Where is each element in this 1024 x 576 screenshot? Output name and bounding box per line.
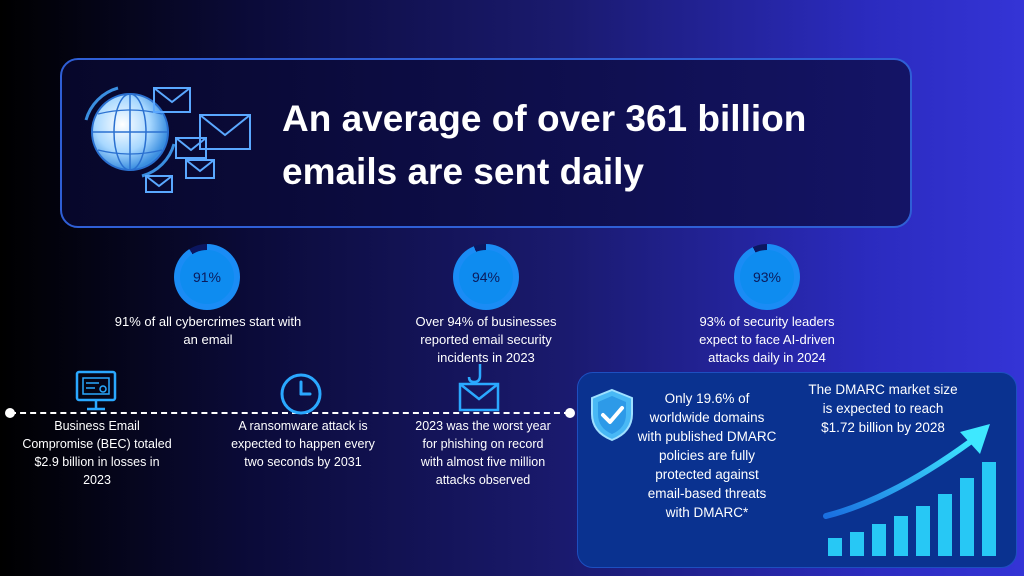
timeline-text: 2023 was the worst year for phishing on … (415, 419, 551, 487)
timeline-text: A ransomware attack is expected to happe… (231, 419, 375, 469)
stat-text: 93% of security leaders expect to face A… (699, 314, 835, 365)
stat-text: Over 94% of businesses reported email se… (415, 314, 557, 365)
growth-bars (828, 462, 996, 556)
stat-percent: 91% (180, 250, 234, 304)
phishing-hook-icon (458, 364, 500, 412)
stat-percent: 93% (740, 250, 794, 304)
shield-check-icon (591, 388, 633, 442)
stat-percent: 94% (459, 250, 513, 304)
timeline-line (10, 412, 570, 414)
timeline-start-dot (5, 408, 15, 418)
stat-text: 91% of all cybercrimes start with an ema… (114, 314, 302, 347)
timeline-text: Business Email Compromise (BEC) totaled … (22, 419, 172, 487)
stat-ring-93: 93% (734, 244, 800, 310)
hero-title: An average of over 361 billion emails ar… (282, 98, 807, 192)
timeline-end-dot (565, 408, 575, 418)
stat-ring-94: 94% (453, 244, 519, 310)
stat-ring-91: 91% (174, 244, 240, 310)
globe-email-icon (84, 86, 251, 193)
clock-icon (280, 373, 322, 415)
growth-bar-chart-icon (823, 424, 996, 556)
computer-icon (75, 370, 117, 411)
hero-banner (60, 58, 912, 228)
dmarc-market-text: The DMARC market size is expected to rea… (808, 382, 958, 435)
dmarc-protected-text: Only 19.6% of worldwide domains with pub… (637, 391, 777, 520)
